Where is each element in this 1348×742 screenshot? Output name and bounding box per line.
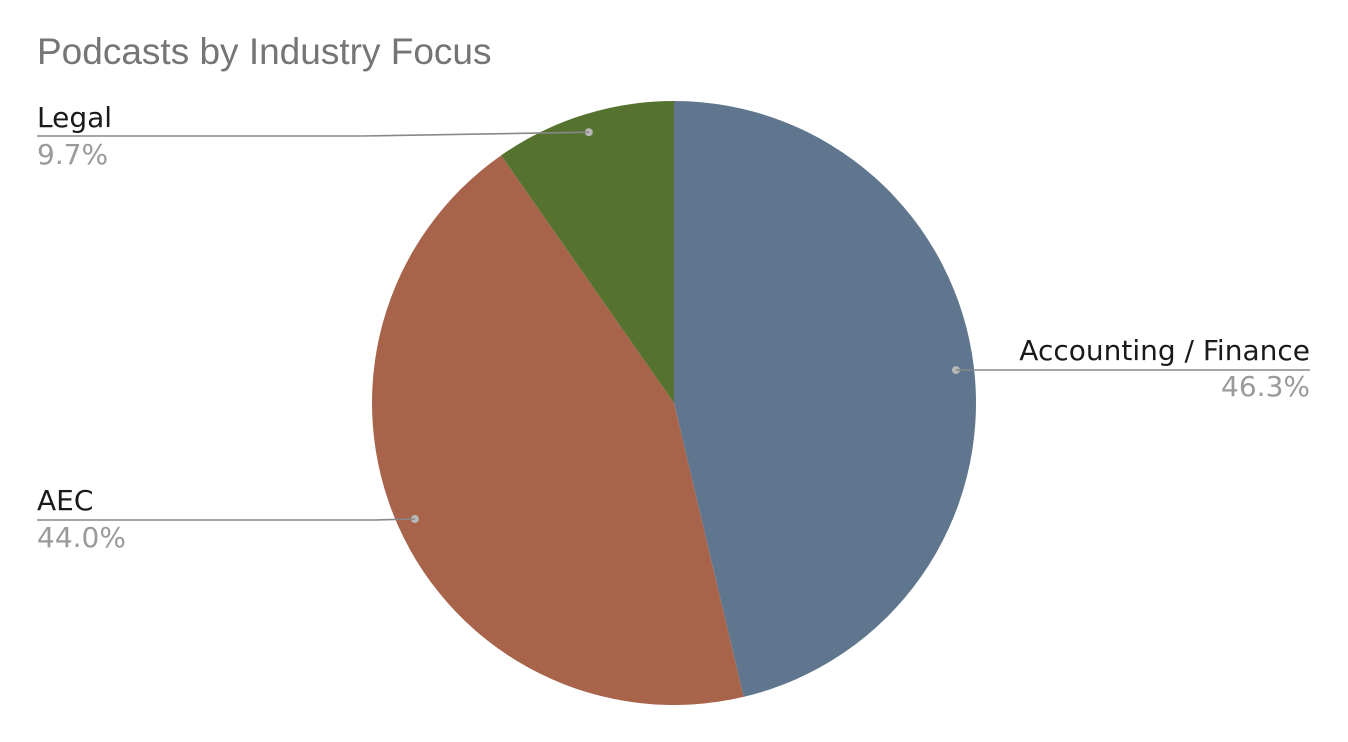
pie-slice-accounting-finance [674,101,977,697]
leader-line-legal [37,131,589,137]
slice-label-aec: AEC [37,484,93,517]
pie-slice-legal [501,101,674,403]
leader-line-aec [37,518,415,521]
slice-percent-accounting-finance: 46.3% [1221,370,1310,403]
slice-label-legal: Legal [37,101,112,134]
slice-percent-aec: 44.0% [37,521,126,554]
chart-title: Podcasts by Industry Focus [37,31,492,72]
slice-label-accounting-finance: Accounting / Finance [1019,334,1310,367]
pie-slice-aec [371,155,744,706]
slice-percent-legal: 9.7% [37,138,108,171]
